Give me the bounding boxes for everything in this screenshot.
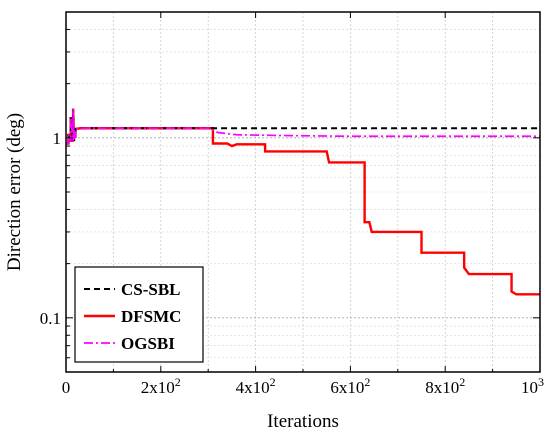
legend-label: DFSMC bbox=[121, 307, 181, 326]
x-tick-label: 4x102 bbox=[236, 375, 276, 397]
y-tick-label: 0.1 bbox=[40, 309, 61, 328]
x-tick-label: 6x102 bbox=[330, 375, 370, 397]
legend: CS-SBL DFSMC OGSBI bbox=[74, 266, 204, 363]
y-tick-label: 1 bbox=[53, 129, 62, 148]
grid bbox=[66, 12, 540, 372]
x-tick-label: 2x102 bbox=[141, 375, 181, 397]
x-tick-label: 8x102 bbox=[425, 375, 465, 397]
x-tick-label: 0 bbox=[62, 378, 71, 397]
legend-box bbox=[74, 266, 204, 363]
legend-label: OGSBI bbox=[121, 334, 175, 353]
x-axis-label: Iterations bbox=[267, 411, 339, 432]
y-axis-label: Direction error (deg) bbox=[4, 113, 25, 271]
x-tick-label: 103 bbox=[521, 375, 544, 397]
legend-label: CS-SBL bbox=[121, 280, 181, 299]
